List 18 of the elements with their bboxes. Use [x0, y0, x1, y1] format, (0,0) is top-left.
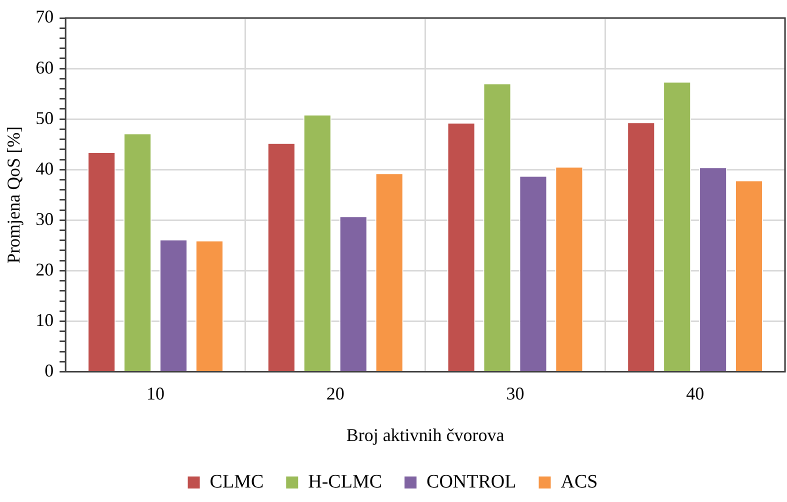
x-tick-label: 10 [146, 383, 165, 404]
y-tick-label: 20 [36, 259, 54, 280]
y-tick-label: 70 [36, 6, 54, 27]
y-tick-label: 10 [36, 310, 54, 330]
y-axis-title: Promjena QoS [%] [4, 126, 24, 264]
y-tick-label: 60 [36, 57, 54, 78]
y-tick-label: 0 [44, 360, 54, 381]
y-tick-label: 50 [36, 108, 54, 128]
x-tick-label: 30 [506, 383, 524, 404]
y-tick-label: 40 [36, 158, 54, 178]
legend-label: CONTROL [426, 471, 516, 492]
y-tick-label: 30 [36, 208, 54, 229]
x-axis-title: Broj aktivnih čvorova [346, 424, 504, 445]
legend-label: H-CLMC [308, 471, 382, 492]
legend-label: ACS [560, 471, 598, 492]
x-tick-label: 20 [326, 383, 344, 404]
legend-label: CLMC [210, 471, 264, 492]
x-tick-label: 40 [686, 383, 704, 404]
